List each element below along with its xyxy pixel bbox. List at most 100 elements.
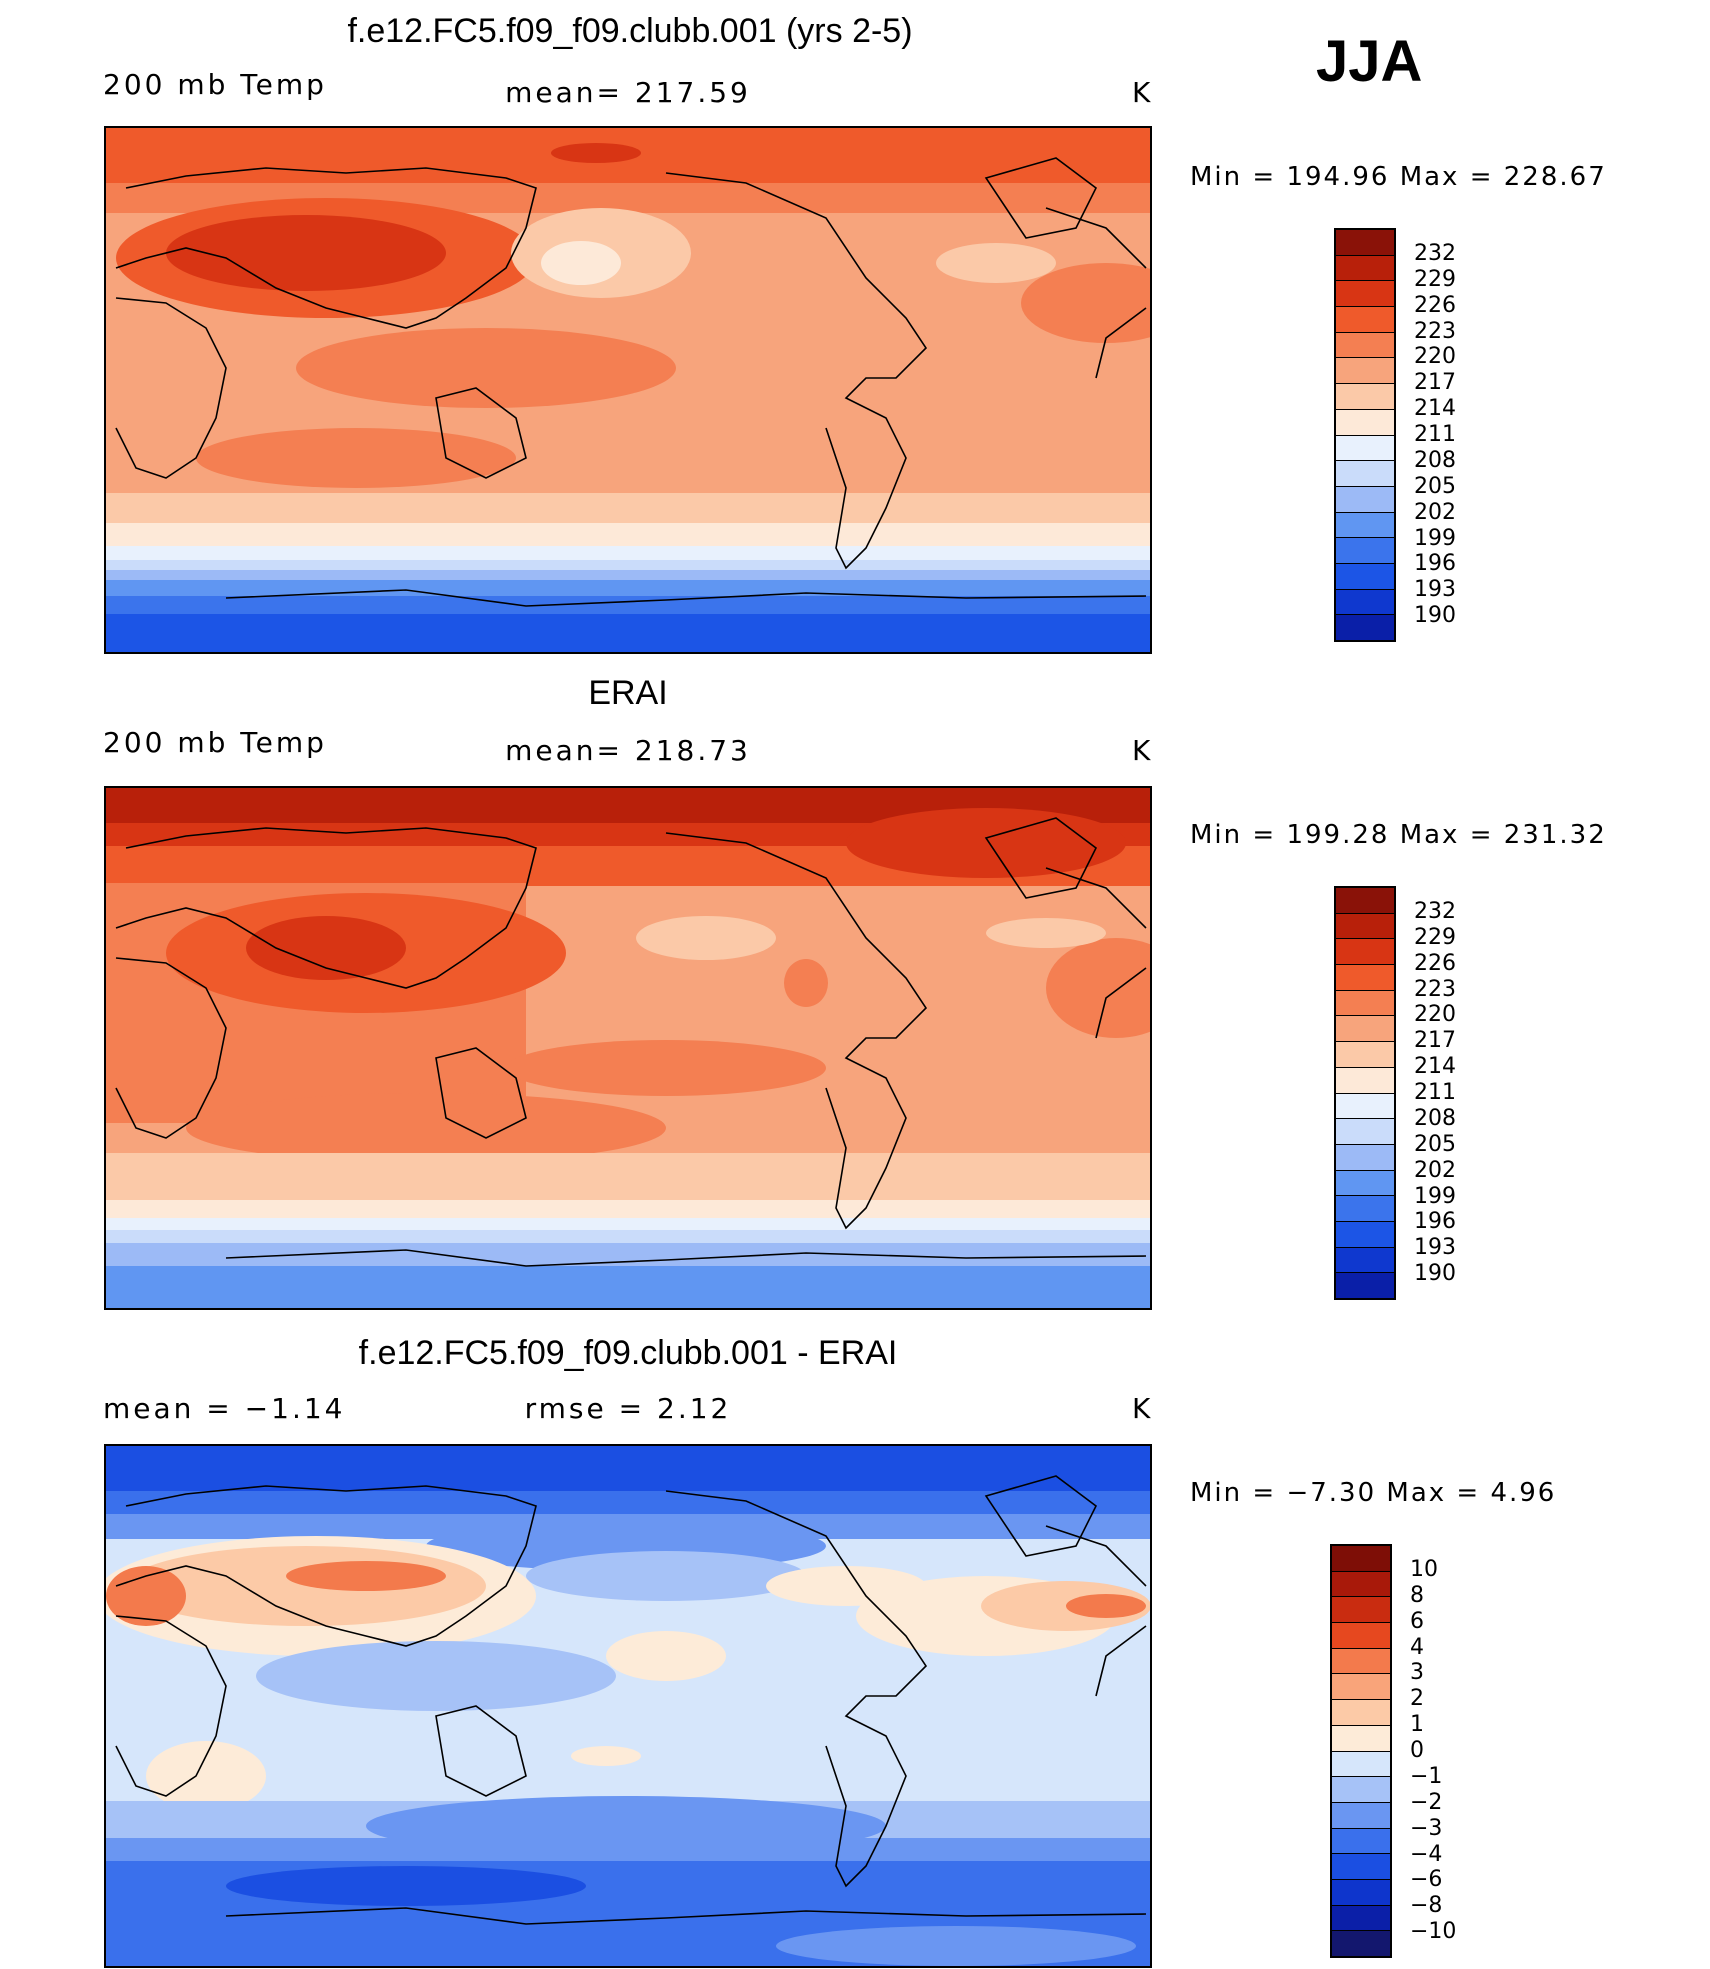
p1-swatch: [1336, 384, 1394, 410]
p2-swatch: [1336, 888, 1394, 914]
p2-swatch: [1336, 939, 1394, 966]
p2-cb-label: 223: [1414, 976, 1456, 1002]
panel1-map: [104, 126, 1152, 654]
p3-cb-label: −3: [1410, 1815, 1443, 1841]
panel3-units: K: [1132, 1392, 1154, 1425]
p2-swatch: [1336, 990, 1394, 1017]
p1-swatch: [1336, 332, 1394, 359]
p2-cb-label: 232: [1414, 898, 1456, 924]
p2-swatch: [1336, 1119, 1394, 1145]
p1-cb-label: 199: [1414, 525, 1456, 551]
panel2-colorbar-labels: 232 229 226 223 220 217 214 211 208 205 …: [1414, 886, 1494, 1300]
p2-swatch: [1336, 1247, 1394, 1274]
p2-coastlines: [115, 817, 1147, 1267]
panel3-map-svg: [106, 1446, 1150, 1966]
p1-swatch: [1336, 255, 1394, 282]
p1-cb-label: 217: [1414, 370, 1456, 396]
panel2-units: K: [1132, 734, 1154, 767]
p3-cb-label: −2: [1410, 1789, 1443, 1815]
p3-swatch: [1332, 1674, 1390, 1701]
p2-swatch: [1336, 1042, 1394, 1068]
panel3-min-max: Min = −7.30 Max = 4.96: [1190, 1478, 1557, 1508]
p2-cb-label: 190: [1414, 1261, 1456, 1287]
p2-swatch: [1336, 1170, 1394, 1197]
p1-coastlines: [115, 157, 1147, 607]
p2-cb-label: 205: [1414, 1131, 1456, 1157]
p2-swatch: [1336, 1016, 1394, 1043]
p1-swatch: [1336, 615, 1394, 640]
p1-swatch: [1336, 512, 1394, 539]
panel1-colorbar: [1334, 228, 1396, 642]
panel3-title: f.e12.FC5.f09_f09.clubb.001 - ERAI: [358, 1334, 898, 1372]
p3-swatch: [1332, 1546, 1390, 1572]
panel2-mean-label: mean= 218.73: [505, 734, 751, 767]
p2-cb-label: 217: [1414, 1028, 1456, 1054]
p2-cb-label: 199: [1414, 1183, 1456, 1209]
p1-cb-label: 211: [1414, 422, 1456, 447]
p1-cb-label: 193: [1414, 577, 1456, 603]
panel2-variable-label: 200 mb Temp: [103, 726, 327, 759]
p3-swatch: [1332, 1905, 1390, 1932]
p2-swatch: [1336, 1067, 1394, 1094]
panel2-map-svg: [106, 788, 1150, 1308]
p3-cb-label: 10: [1410, 1556, 1438, 1582]
p2-cb-label: 226: [1414, 950, 1456, 976]
p1-swatch: [1336, 486, 1394, 513]
panel1-mean-label: mean= 217.59: [505, 76, 751, 109]
p3-swatch: [1332, 1648, 1390, 1675]
p2-swatch: [1336, 1144, 1394, 1171]
panel1-colorbar-labels: 232 229 226 223 220 217 214 211 208 205 …: [1414, 228, 1494, 642]
p1-cb-label: 190: [1414, 603, 1456, 629]
panel3-colorbar-labels: 10 8 6 4 3 2 1 0 −1 −2 −3 −4 −6 −8 −10: [1410, 1544, 1490, 1958]
p1-cb-label: 220: [1414, 344, 1456, 370]
p3-swatch: [1332, 1571, 1390, 1598]
p2-cb-label: 211: [1414, 1080, 1456, 1105]
p1-swatch: [1336, 358, 1394, 385]
panel2-colorbar: [1334, 886, 1396, 1300]
p1-swatch: [1336, 230, 1394, 256]
p3-cb-label: −8: [1410, 1893, 1443, 1919]
p3-cb-label: 0: [1410, 1738, 1424, 1763]
p3-swatch: [1332, 1931, 1390, 1956]
p3-cb-label: −4: [1410, 1841, 1443, 1867]
p3-swatch: [1332, 1623, 1390, 1649]
p2-cb-label: 229: [1414, 924, 1456, 950]
p1-cb-label: 196: [1414, 551, 1456, 577]
p1-cb-label: 229: [1414, 266, 1456, 292]
panel3-mean-label: mean = −1.14: [103, 1392, 346, 1425]
p3-cb-label: −10: [1410, 1919, 1457, 1945]
p3-swatch: [1332, 1854, 1390, 1880]
p1-cb-label: 205: [1414, 473, 1456, 499]
p1-cb-label: 223: [1414, 318, 1456, 344]
p1-cb-label: 208: [1414, 447, 1456, 473]
panel1-title: f.e12.FC5.f09_f09.clubb.001 (yrs 2-5): [347, 12, 913, 50]
p1-swatch: [1336, 435, 1394, 462]
p3-swatch: [1332, 1828, 1390, 1855]
p1-swatch: [1336, 307, 1394, 333]
p1-swatch: [1336, 538, 1394, 564]
panel1-units: K: [1132, 76, 1154, 109]
p2-swatch: [1336, 913, 1394, 940]
panel2-title: ERAI: [588, 674, 668, 712]
p1-cb-label: 226: [1414, 292, 1456, 318]
p2-swatch: [1336, 1221, 1394, 1248]
panel3-rmse-label: rmse = 2.12: [524, 1392, 732, 1425]
p2-swatch: [1336, 1273, 1394, 1298]
p3-swatch: [1332, 1700, 1390, 1726]
p3-cb-label: −1: [1410, 1763, 1443, 1789]
p1-swatch: [1336, 409, 1394, 436]
p2-cb-label: 220: [1414, 1002, 1456, 1028]
p3-cb-label: 4: [1410, 1634, 1424, 1660]
p3-swatch: [1332, 1597, 1390, 1624]
panel1-min-max: Min = 194.96 Max = 228.67: [1190, 162, 1607, 192]
p3-swatch: [1332, 1879, 1390, 1906]
p1-swatch: [1336, 281, 1394, 308]
panel3-map: [104, 1444, 1152, 1968]
p1-swatch: [1336, 589, 1394, 616]
season-label: JJA: [1316, 29, 1423, 94]
p2-swatch: [1336, 1093, 1394, 1120]
p2-cb-label: 214: [1414, 1054, 1456, 1080]
p3-cb-label: 3: [1410, 1660, 1424, 1686]
panel2-map: [104, 786, 1152, 1310]
p1-cb-label: 232: [1414, 240, 1456, 266]
